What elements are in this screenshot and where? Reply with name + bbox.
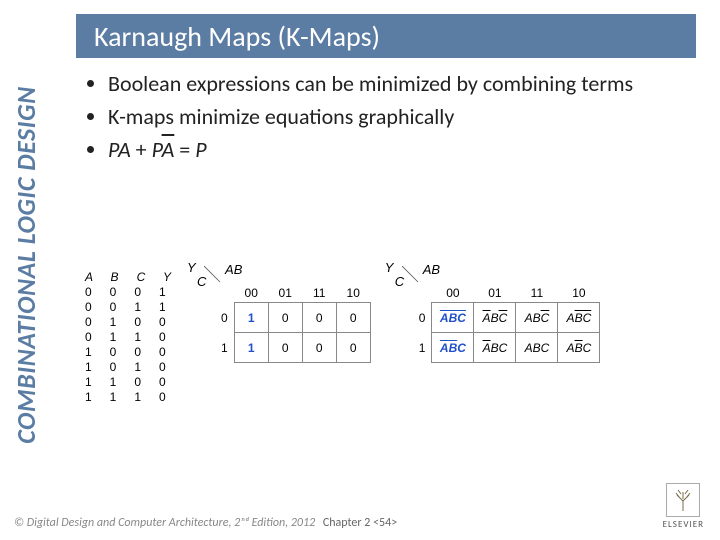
footer-chapter: Chapter 2 <54> — [0, 516, 720, 530]
kmap-cell: 0 — [302, 303, 336, 333]
eq-term: P — [152, 136, 162, 163]
kmap-col-header: 11 — [302, 284, 336, 303]
kmap-col-header: 00 — [234, 284, 268, 303]
eq-term: PA — [108, 136, 131, 163]
kmap-col-header: 01 — [474, 284, 516, 303]
kmap-grid: 00 01 11 10 0ABCABCABCABC1ABCABCABCABC — [413, 284, 601, 363]
truth-table: A B C Y 0 0 0 10 0 1 10 1 0 00 1 1 01 0 … — [85, 270, 173, 405]
bullet-equation: PA + PA = P — [108, 136, 688, 163]
kmap-row-header: 1 — [215, 333, 234, 363]
page-title-bar: Karnaugh Maps (K-Maps) — [76, 14, 696, 58]
kmap-cell: 1 — [234, 303, 268, 333]
publisher-logo: ELSEVIER — [663, 483, 704, 530]
kmap-col-header: 00 — [432, 284, 474, 303]
bullet-list: Boolean expressions can be minimized by … — [88, 70, 688, 169]
truth-header: A B C Y — [85, 270, 173, 285]
kmap-row-header: 0 — [413, 303, 432, 333]
kmap-cell: ABC — [432, 333, 474, 363]
kmap-y-label: Y — [187, 260, 196, 275]
kmap-ab-label: AB — [225, 262, 242, 277]
kmap-grid: 00 01 11 10 0 1 0 0 0 1 1 0 0 0 — [215, 284, 371, 363]
kmap-col-header: 10 — [336, 284, 370, 303]
kmap-cell: ABC — [516, 333, 558, 363]
kmap-col-header: 11 — [516, 284, 558, 303]
kmap-cell: ABC — [474, 303, 516, 333]
publisher-name: ELSEVIER — [663, 519, 704, 530]
kmap-row-header: 0 — [215, 303, 234, 333]
kmap-cell: ABC — [516, 303, 558, 333]
sidebar-title: COMBINATIONAL LOGIC DESIGN — [10, 25, 50, 505]
kmap-col-header: 10 — [558, 284, 600, 303]
kmap-cell: ABC — [558, 303, 600, 333]
kmap-cell: ABC — [432, 303, 474, 333]
figures-row: A B C Y 0 0 0 10 0 1 10 1 0 00 1 1 01 0 … — [85, 270, 695, 405]
eq-equals: = — [174, 136, 195, 163]
kmap-cell: 0 — [336, 303, 370, 333]
eq-term: P — [195, 136, 206, 163]
page-title: Karnaugh Maps (K-Maps) — [94, 19, 380, 54]
kmap-diagonal-icon — [402, 266, 420, 284]
kmap-symbolic: Y AB C 00 01 11 10 0ABCABCABCABC1ABCABCA… — [399, 270, 601, 363]
kmap-cell: ABC — [558, 333, 600, 363]
kmap-cell: 0 — [268, 333, 302, 363]
kmap-row-header: 1 — [413, 333, 432, 363]
kmap-cell: 1 — [234, 333, 268, 363]
kmap-cell: ABC — [474, 333, 516, 363]
kmap-col-header: 01 — [268, 284, 302, 303]
kmap-cell: 0 — [268, 303, 302, 333]
kmap-cell: 0 — [336, 333, 370, 363]
eq-plus: + — [131, 136, 152, 163]
truth-body: 0 0 0 10 0 1 10 1 0 00 1 1 01 0 0 01 0 1… — [85, 285, 173, 405]
kmap-diagonal-icon — [204, 266, 222, 284]
bullet-item: Boolean expressions can be minimized by … — [108, 70, 688, 97]
kmap-numeric: Y AB C 00 01 11 10 0 1 0 0 0 1 1 0 — [201, 270, 371, 363]
bullet-item: K-maps minimize equations graphically — [108, 103, 688, 130]
kmap-cell: 0 — [302, 333, 336, 363]
tree-icon — [666, 483, 700, 517]
eq-term-bar: A — [162, 136, 175, 163]
kmap-y-label: Y — [385, 260, 394, 275]
kmap-ab-label: AB — [423, 262, 440, 277]
